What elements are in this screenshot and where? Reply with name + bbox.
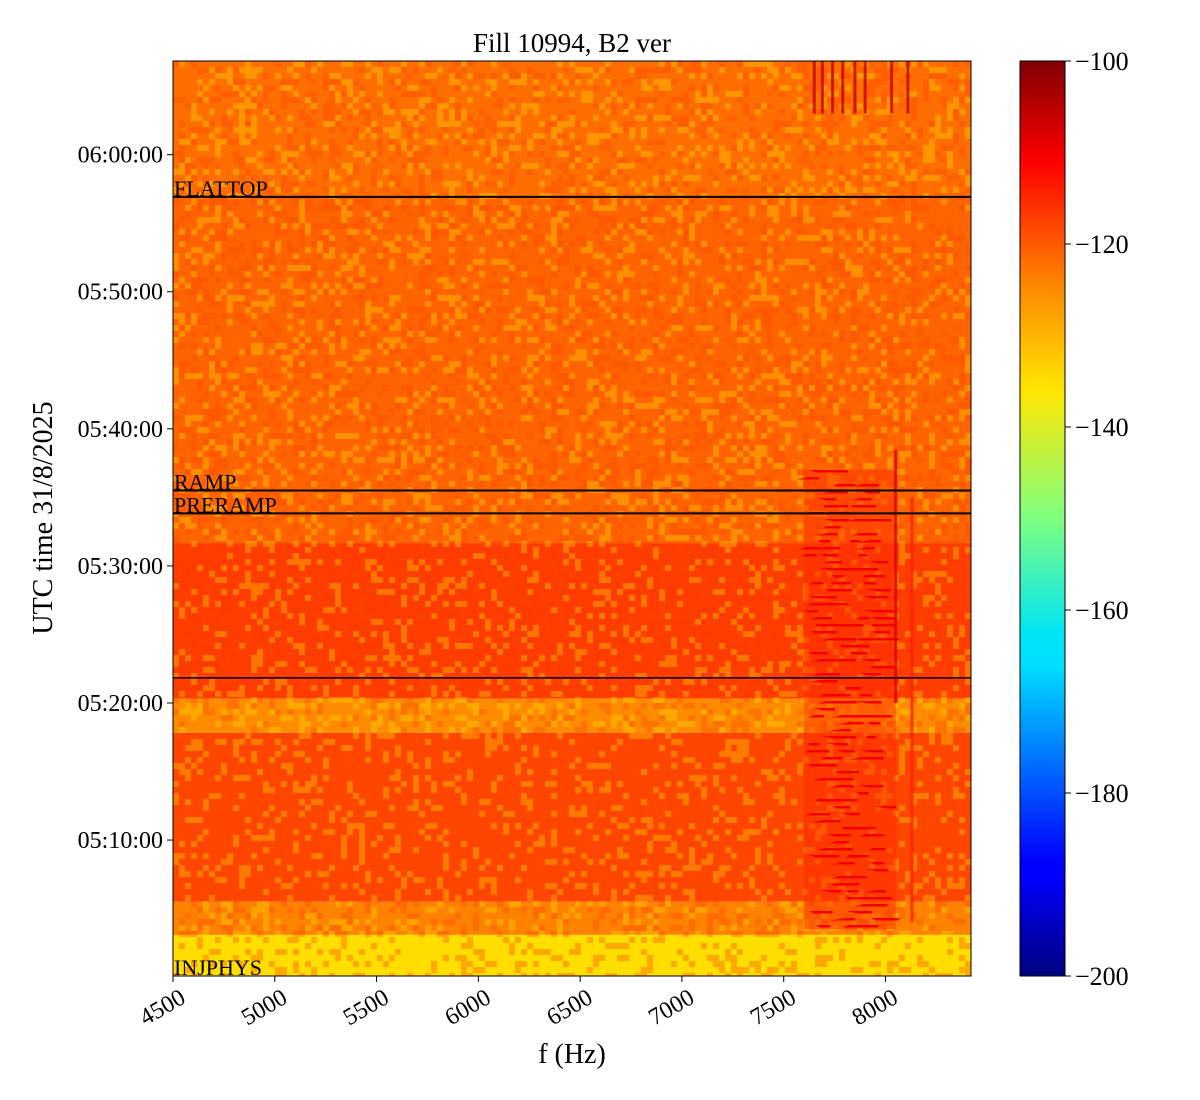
- y-axis: 05:10:00 05:20:00 05:30:00 05:40:00 05:50:00…: [78, 143, 173, 854]
- y-tick-label: 05:50:00: [78, 280, 163, 306]
- colorbar-tick-label: −160: [1075, 596, 1129, 625]
- chart-title: Fill 10994, B2 ver: [473, 28, 671, 58]
- x-tick-label: 7500: [746, 985, 801, 1032]
- x-tick-label: 7000: [644, 985, 699, 1032]
- colorbar: [1019, 60, 1066, 977]
- x-tick-label: 6000: [441, 985, 496, 1032]
- colorbar-tick-label: −140: [1075, 413, 1129, 442]
- hot-region-dashes: [796, 470, 900, 928]
- x-tick-label: 5500: [339, 985, 394, 1032]
- y-tick-label: 05:10:00: [78, 828, 163, 854]
- spectrogram-band: [173, 698, 971, 733]
- vertical-lines-layer: [812, 61, 914, 923]
- colorbar-tick-label: −200: [1075, 962, 1129, 991]
- x-tick-label: 4500: [135, 985, 190, 1032]
- spectrogram-band: [173, 61, 971, 197]
- x-tick-label: 8000: [848, 985, 903, 1032]
- noise-speckle-cool: [173, 61, 971, 976]
- plot-area: [173, 61, 971, 976]
- hot-region-layer: [796, 469, 900, 930]
- colorbar-tick-label: −120: [1075, 230, 1129, 259]
- annotation-label: FLATTOP: [174, 176, 268, 201]
- spectrogram-band: [173, 934, 971, 976]
- noise-speckle-hot: [173, 61, 971, 976]
- spectrogram-band: [173, 901, 971, 935]
- hot-region: [804, 469, 896, 930]
- band-layer: [173, 61, 971, 976]
- x-tick-label: 5000: [237, 985, 292, 1032]
- y-tick-label: 05:30:00: [78, 554, 163, 580]
- y-tick-label: 05:20:00: [78, 691, 163, 717]
- y-tick-label: 06:00:00: [78, 143, 163, 169]
- annotation-label: PRERAMP: [174, 492, 277, 517]
- x-tick-label: 6500: [543, 985, 598, 1032]
- noise-layer: [173, 61, 971, 976]
- x-axis-label: f (Hz): [538, 1039, 606, 1070]
- colorbar-tick-label: −180: [1075, 779, 1129, 808]
- y-tick-label: 05:40:00: [78, 417, 163, 443]
- colorbar-tick-label: −100: [1075, 47, 1129, 76]
- annotation-label: RAMP: [174, 470, 236, 495]
- plot-frame: [172, 60, 972, 977]
- x-axis: 4500 5000 5500 6000 6500 7000 7500 8000: [135, 976, 903, 1032]
- colorbar-axis: −100 −120 −140 −160 −180 −200: [1065, 47, 1129, 991]
- spectrogram-band: [173, 732, 971, 902]
- y-axis-label: UTC time 31/8/2025: [28, 401, 59, 634]
